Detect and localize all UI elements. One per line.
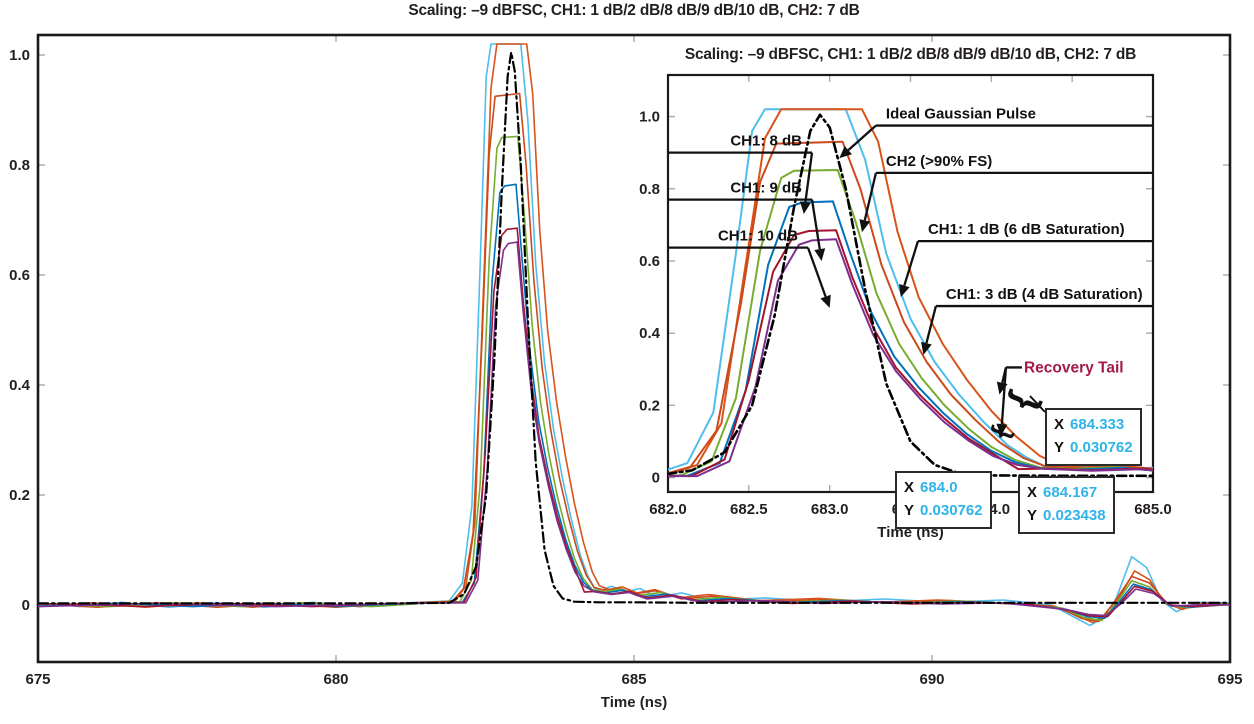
series-ch1-10-db	[38, 241, 1230, 617]
main-ytick-label: 0	[22, 597, 30, 614]
datatip-y-value: 0.023438	[1043, 507, 1106, 525]
main-axes: 675 680 685 690 695 0 0.2 0.4 0.6 0.8 1.0	[9, 33, 1243, 688]
inset-ytick-label: 0	[652, 470, 660, 487]
datatip-684-0[interactable]: X 684.0 Y 0.030762	[895, 471, 992, 529]
main-xtick-label: 675	[25, 671, 50, 688]
callout-ch1-8db: CH1: 8 dB	[668, 133, 814, 215]
datatip-x-label: X	[1054, 416, 1065, 433]
callout-label-ch1-8db: CH1: 8 dB	[730, 133, 802, 150]
callout-ch1-9db: CH1: 9 dB	[668, 180, 826, 261]
inset-ytick-label: 0.6	[639, 253, 660, 270]
inset-plot-title: Scaling: –9 dBFSC, CH1: 1 dB/2 dB/8 dB/9…	[684, 46, 1137, 63]
datatip-684-333[interactable]: X 684.333 Y 0.030762	[1045, 408, 1142, 466]
callout-ch1-3db: CH1: 3 dB (4 dB Saturation)	[921, 286, 1153, 355]
main-xtick-label: 680	[323, 671, 348, 688]
series-ideal-gaussian-pulse	[668, 113, 1153, 478]
datatip-x-value: 684.167	[1043, 484, 1098, 501]
inset-ytick-label: 0.4	[639, 325, 661, 342]
main-xaxis-label: Time (ns)	[600, 694, 668, 711]
main-ytick-label: 0.4	[9, 377, 31, 394]
datatip-y-label: Y	[1027, 507, 1038, 525]
callout-label-ch1-1db: CH1: 1 dB (6 dB Saturation)	[928, 221, 1125, 238]
series-ideal-gaussian-pulse	[38, 51, 1230, 605]
main-xtick-label: 695	[1217, 671, 1242, 688]
series-ch1-8-db	[38, 135, 1230, 622]
inset-xtick-label: 682.5	[730, 501, 768, 518]
main-xtick-label: 690	[919, 671, 944, 688]
inset-ytick-label: 1.0	[639, 109, 660, 126]
main-ytick-label: 0.2	[9, 487, 30, 504]
callout-ch2-90fs: CH2 (>90% FS)	[859, 153, 1153, 233]
datatip-x-value: 684.333	[1070, 416, 1125, 433]
callout-label-ch2-90fs: CH2 (>90% FS)	[886, 153, 992, 170]
main-series	[38, 43, 1230, 627]
callout-label-ideal-gaussian: Ideal Gaussian Pulse	[886, 106, 1036, 123]
inset-ytick-label: 0.8	[639, 181, 660, 198]
main-plot-title: Scaling: –9 dBFSC, CH1: 1 dB/2 dB/8 dB/9…	[408, 2, 860, 19]
inset-xtick-label: 685.0	[1134, 501, 1172, 518]
main-ytick-label: 0.8	[9, 157, 30, 174]
callout-ch1-10db: CH1: 10 dB	[668, 228, 831, 308]
series-ch1-8-db	[668, 169, 1153, 477]
callout-label-ch1-10db: CH1: 10 dB	[718, 228, 798, 245]
datatip-x-label: X	[1027, 484, 1038, 501]
datatip-y-value: 0.030762	[920, 502, 983, 520]
datatip-y-label: Y	[904, 502, 915, 520]
series-ch1-3-db-4-db-saturation	[668, 140, 1153, 475]
series-ch1-10-db	[668, 238, 1153, 478]
inset-xtick-label: 682.0	[649, 501, 687, 518]
datatip-684-167[interactable]: X 684.167 Y 0.023438	[1018, 476, 1115, 534]
callout-ideal-gaussian: Ideal Gaussian Pulse	[839, 106, 1153, 159]
datatip-x-value: 684.0	[920, 479, 958, 496]
main-ytick-label: 0.6	[9, 267, 30, 284]
recovery-tail-label: Recovery Tail	[1024, 359, 1124, 376]
callout-label-ch1-9db: CH1: 9 dB	[730, 180, 802, 197]
main-xtick-label: 685	[621, 671, 646, 688]
inset-xtick-label: 683.0	[811, 501, 849, 518]
datatip-y-value: 0.030762	[1070, 439, 1133, 457]
callout-ch1-1db: CH1: 1 dB (6 dB Saturation)	[899, 221, 1153, 298]
datatip-y-label: Y	[1054, 439, 1065, 457]
main-ytick-label: 1.0	[9, 47, 30, 64]
callout-label-ch1-3db: CH1: 3 dB (4 dB Saturation)	[946, 286, 1143, 303]
datatip-x-label: X	[904, 479, 915, 496]
inset-ytick-label: 0.2	[639, 397, 660, 414]
